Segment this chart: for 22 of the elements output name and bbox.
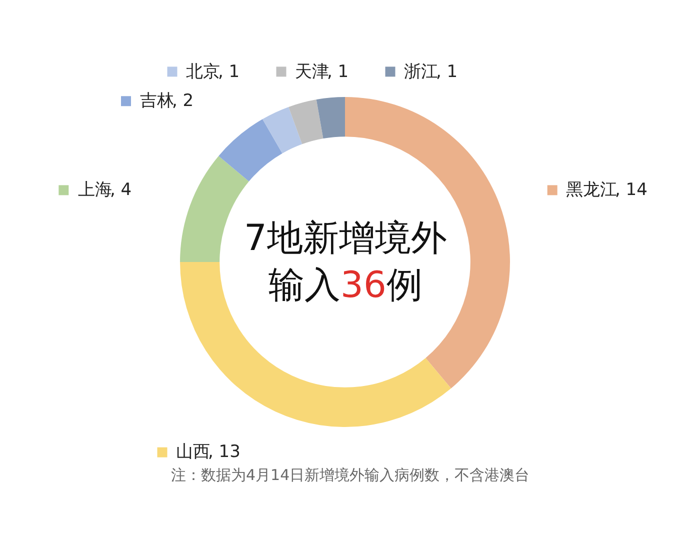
donut-slice — [288, 100, 324, 144]
donut-slice — [316, 97, 345, 139]
legend-label: 天津 — [295, 62, 329, 82]
legend-label: 黑龙江 — [566, 180, 617, 200]
legend-label: 上海 — [78, 180, 112, 200]
donut-slice — [262, 106, 302, 154]
data-label: , 2 — [172, 91, 194, 111]
data-label: , 1 — [327, 62, 349, 82]
legend-label: 北京 — [186, 62, 220, 82]
data-label: , 13 — [208, 442, 240, 462]
legend-label: 吉林 — [140, 91, 174, 111]
legend-label: 浙江 — [404, 62, 438, 82]
data-label: , 4 — [110, 180, 132, 200]
legend-label: 山西 — [176, 442, 210, 462]
donut-slice — [180, 156, 249, 262]
data-label: , 14 — [615, 180, 648, 200]
data-label: , 1 — [436, 62, 458, 82]
text: 7地新增境外输入36例 — [244, 218, 447, 306]
data-label: , 1 — [218, 62, 240, 82]
donut-slice — [218, 119, 282, 182]
text: 注：数据为4月14日新增境外输入病例数，不含港澳台 — [171, 466, 530, 484]
donut-slice — [180, 262, 452, 427]
